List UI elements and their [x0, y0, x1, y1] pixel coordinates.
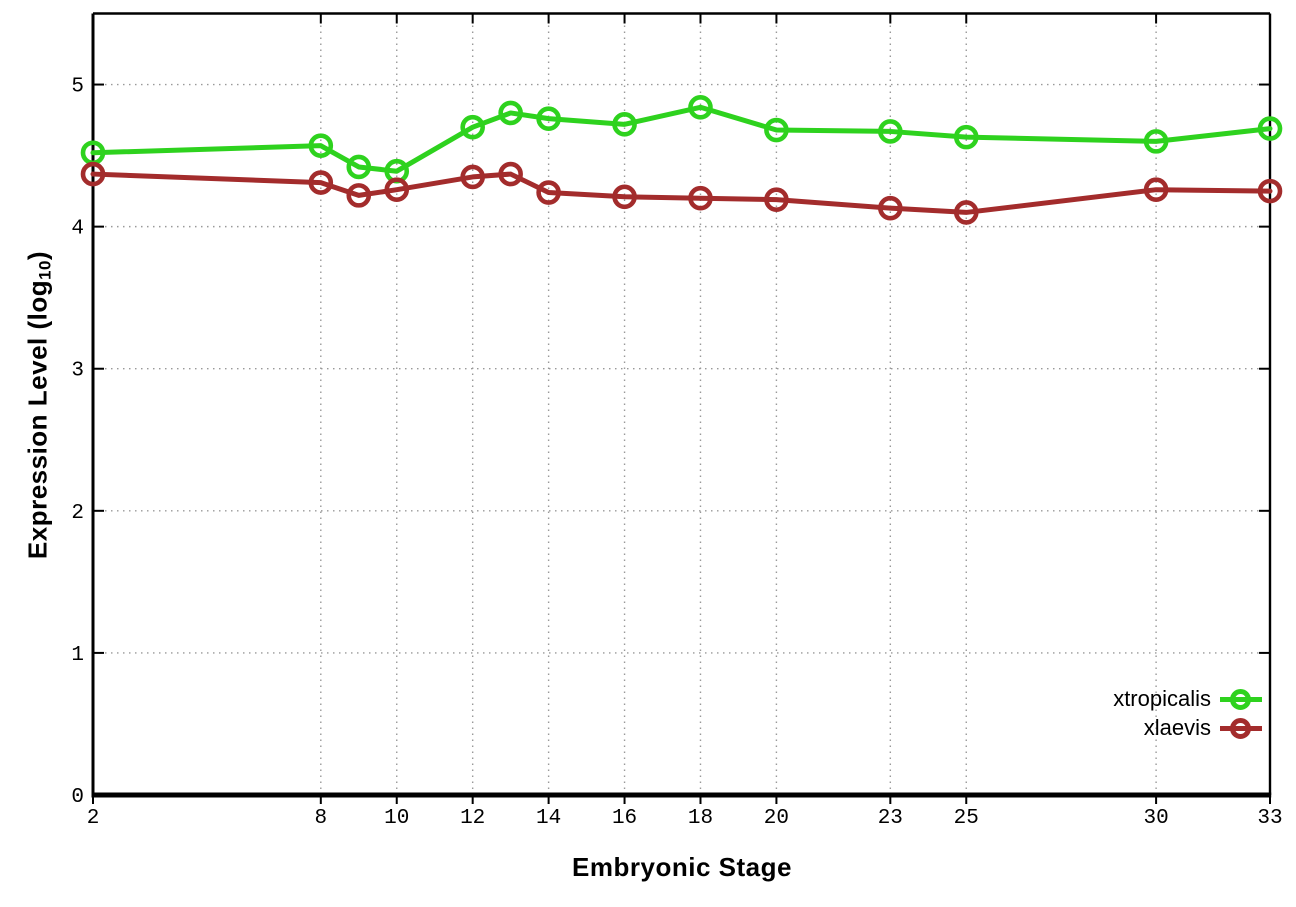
series-line-xtropicalis [90, 104, 1273, 174]
x-tick-label: 23 [878, 807, 903, 830]
data-point-xlaevis [878, 195, 903, 221]
x-tick-label: 2 [87, 807, 100, 830]
legend-circle-marker [1230, 688, 1251, 710]
legend-entry-xtropicalis: xtropicalis [1113, 686, 1262, 712]
data-point-xlaevis [1143, 177, 1169, 202]
data-point-xtropicalis [612, 112, 637, 137]
x-tick-label: 18 [688, 807, 713, 830]
data-point-xtropicalis [346, 154, 372, 180]
data-point-xlaevis [536, 180, 561, 205]
x-tick-label: 8 [315, 807, 328, 830]
data-point-xtropicalis [764, 117, 789, 143]
x-tick-label: 25 [954, 807, 979, 830]
data-point-xlaevis [612, 184, 637, 210]
x-tick-label: 33 [1257, 807, 1282, 830]
y-tick-label: 0 [71, 786, 84, 809]
y-axis-title-subscript: 10 [35, 260, 55, 280]
data-point-xtropicalis [1257, 116, 1283, 141]
x-tick-label: 20 [764, 807, 789, 830]
x-tick-label: 30 [1143, 807, 1168, 830]
data-point-xlaevis [346, 183, 372, 208]
y-tick-label: 5 [71, 76, 84, 99]
x-tick-label: 16 [612, 807, 637, 830]
data-point-xtropicalis [460, 114, 485, 140]
x-tick-label: 14 [536, 807, 561, 830]
data-point-xlaevis [384, 177, 410, 202]
data-point-xlaevis [498, 161, 523, 187]
data-point-xlaevis [764, 187, 789, 212]
y-tick-label: 2 [71, 502, 84, 525]
data-point-xtropicalis [688, 94, 713, 120]
y-tick-label: 4 [71, 218, 84, 241]
data-point-xlaevis [953, 200, 979, 225]
data-point-xlaevis [80, 161, 106, 187]
x-tick-label: 10 [384, 807, 409, 830]
data-point-xtropicalis [536, 106, 561, 131]
data-point-xlaevis [1257, 178, 1283, 204]
data-point-xtropicalis [953, 124, 979, 150]
legend-circle-marker [1230, 717, 1251, 739]
legend-marker-sample [1220, 688, 1262, 711]
data-point-xtropicalis [878, 119, 903, 144]
y-axis-title-text: Expression Level (log [22, 279, 53, 560]
x-tick-label: 12 [460, 807, 485, 830]
data-point-xtropicalis [498, 100, 523, 126]
data-point-xlaevis [460, 164, 485, 190]
y-axis-title: Expression Level (log10) [23, 251, 56, 559]
data-point-xlaevis [308, 170, 334, 195]
data-point-xtropicalis [1143, 129, 1169, 154]
legend: xtropicalis xlaevis [1113, 686, 1262, 741]
data-point-xlaevis [688, 185, 713, 211]
series-line-xlaevis [90, 171, 1273, 215]
y-tick-label: 3 [71, 360, 84, 383]
y-axis-title-close: ) [22, 250, 53, 261]
legend-label: xlaevis [1143, 715, 1211, 740]
legend-entry-xlaevis: xlaevis [1144, 715, 1262, 741]
y-tick-label: 1 [71, 644, 84, 667]
x-axis-title: Embryonic Stage [572, 852, 792, 882]
data-point-xtropicalis [308, 133, 334, 158]
legend-label: xtropicalis [1113, 686, 1211, 711]
legend-marker-sample [1220, 717, 1262, 740]
